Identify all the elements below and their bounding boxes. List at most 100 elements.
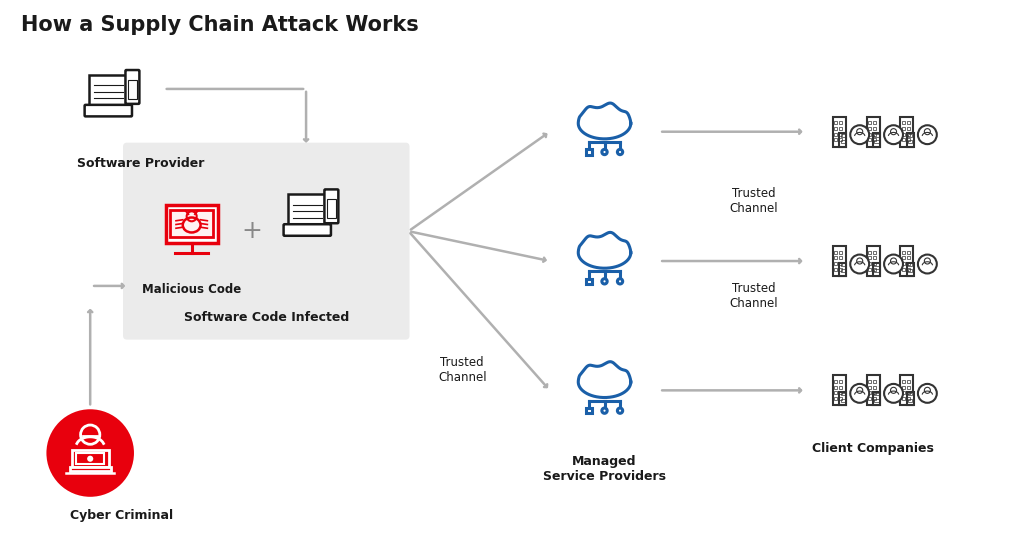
Text: Malicious Code: Malicious Code [142,283,242,296]
Circle shape [590,245,618,274]
Bar [587,279,592,284]
Bar [907,127,909,130]
Bar [902,127,905,130]
Circle shape [850,125,869,144]
Bar [587,150,592,154]
Bar [902,121,905,124]
Bar [840,251,842,254]
Circle shape [87,456,93,462]
Circle shape [46,410,134,497]
Text: How a Supply Chain Attack Works: How a Supply Chain Attack Works [20,16,419,35]
Bar [841,263,845,266]
Bar [868,251,871,254]
Bar [902,380,905,383]
Bar [907,380,909,383]
Text: Software Code Infected: Software Code Infected [183,311,349,324]
Bar [907,397,909,400]
Bar [873,133,881,147]
Bar [908,263,912,266]
Polygon shape [579,103,631,139]
Bar [835,256,838,259]
Bar [873,267,876,271]
Bar [835,251,838,254]
Bar [902,397,905,400]
Circle shape [581,226,617,263]
Bar [866,246,880,276]
Bar [907,267,909,271]
Bar [908,140,912,143]
Bar [900,246,913,276]
Bar [840,392,847,405]
Circle shape [850,255,869,273]
Polygon shape [579,362,631,398]
Text: +: + [241,219,262,243]
Bar [907,256,909,259]
Circle shape [617,408,623,413]
Bar [72,450,109,467]
Bar [902,262,905,265]
FancyBboxPatch shape [85,105,132,116]
Bar [873,138,876,142]
Bar [835,138,838,142]
Bar [835,391,838,394]
Bar [840,380,842,383]
Bar [907,133,914,147]
Bar [841,399,845,401]
Bar [868,391,871,394]
Bar [841,392,845,396]
FancyBboxPatch shape [325,189,338,223]
Circle shape [617,150,623,155]
Bar [873,385,876,389]
FancyBboxPatch shape [284,224,331,236]
Bar [835,385,838,389]
Circle shape [590,116,618,145]
Text: Trusted
Channel: Trusted Channel [729,282,778,310]
Bar [908,134,912,137]
Bar [907,251,909,254]
Bar [907,121,909,124]
Bar [868,132,871,136]
Bar [868,397,871,400]
Bar [868,127,871,130]
Bar [840,133,847,147]
Bar [868,121,871,124]
Bar [908,399,912,401]
Text: Trusted
Channel: Trusted Channel [729,188,778,215]
Bar [835,132,838,136]
Bar [902,251,905,254]
Bar [840,262,842,265]
Bar [902,132,905,136]
Bar [833,246,846,276]
Bar [873,262,876,265]
Bar [874,399,879,401]
Bar [873,380,876,383]
Bar [874,263,879,266]
Bar [868,256,871,259]
Circle shape [581,97,617,134]
Circle shape [918,125,937,144]
Bar [874,269,879,272]
Bar [908,392,912,396]
Bar [840,267,842,271]
Circle shape [617,279,623,284]
Bar [89,75,127,105]
Bar [907,262,909,265]
Circle shape [602,279,607,284]
Bar [873,127,876,130]
Bar [874,134,879,137]
Bar [868,267,871,271]
Bar [128,80,136,99]
Circle shape [602,408,607,413]
Bar [840,256,842,259]
Bar [907,391,909,394]
Bar [902,391,905,394]
Bar [902,256,905,259]
Bar [873,391,876,394]
Circle shape [884,255,903,273]
Circle shape [608,370,637,399]
Text: Managed
Service Providers: Managed Service Providers [543,455,666,483]
Bar [902,138,905,142]
Bar [873,132,876,136]
Bar [76,453,104,464]
Bar [840,127,842,130]
